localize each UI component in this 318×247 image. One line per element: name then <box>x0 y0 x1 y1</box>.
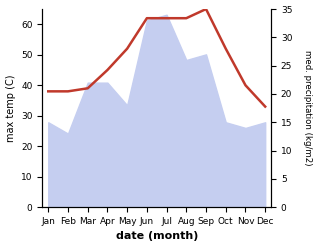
X-axis label: date (month): date (month) <box>115 231 198 242</box>
Y-axis label: med. precipitation (kg/m2): med. precipitation (kg/m2) <box>303 50 313 166</box>
Y-axis label: max temp (C): max temp (C) <box>5 74 16 142</box>
